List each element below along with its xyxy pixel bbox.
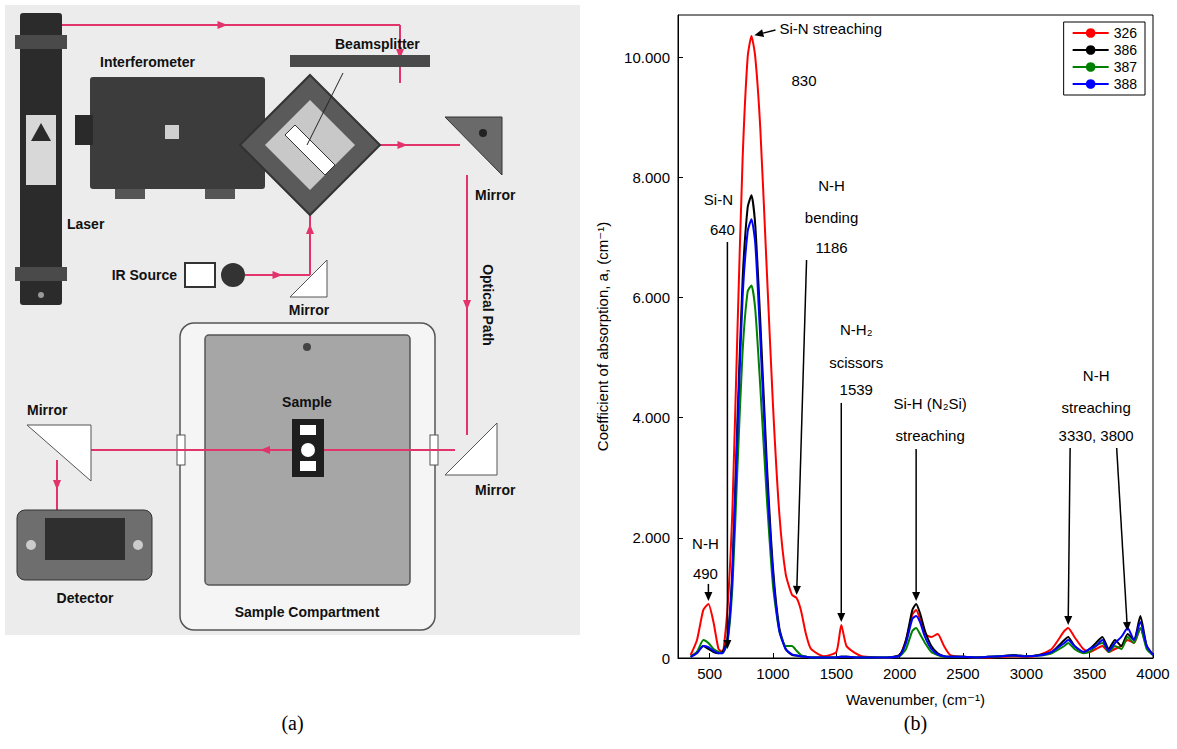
svg-text:387: 387 [1114, 59, 1138, 75]
svg-text:Coefficient of absorption, a,: Coefficient of absorption, a, (cm⁻¹) [594, 222, 611, 451]
svg-text:2000: 2000 [883, 665, 916, 682]
svg-text:Detector: Detector [57, 590, 114, 606]
svg-text:0: 0 [662, 650, 670, 667]
svg-text:N-H₂: N-H₂ [840, 321, 873, 338]
svg-text:IR Source: IR Source [112, 267, 178, 283]
svg-text:Laser: Laser [67, 216, 105, 232]
html-text:(b): (b) [903, 712, 928, 734]
svg-text:4.000: 4.000 [632, 409, 670, 426]
svg-text:4000: 4000 [1136, 665, 1169, 682]
svg-text:Sample Compartment: Sample Compartment [235, 604, 380, 620]
svg-text:Mirror: Mirror [27, 402, 68, 418]
svg-text:640: 640 [710, 221, 735, 238]
svg-text:326: 326 [1114, 25, 1138, 41]
svg-text:3500: 3500 [1073, 665, 1106, 682]
svg-text:490: 490 [693, 565, 718, 582]
svg-text:N-H: N-H [1083, 367, 1110, 384]
svg-text:388: 388 [1114, 76, 1138, 92]
svg-text:6.000: 6.000 [632, 289, 670, 306]
svg-text:2500: 2500 [946, 665, 979, 682]
svg-text:Si-H (N₂Si): Si-H (N₂Si) [893, 395, 966, 412]
svg-text:Mirror: Mirror [289, 302, 330, 318]
svg-text:3330, 3800: 3330, 3800 [1059, 427, 1134, 444]
svg-text:2.000: 2.000 [632, 529, 670, 546]
svg-text:Si-N streaching: Si-N streaching [779, 20, 882, 37]
svg-text:scissors: scissors [829, 354, 883, 371]
svg-text:8.000: 8.000 [632, 169, 670, 186]
svg-text:Mirror: Mirror [475, 482, 516, 498]
svg-text:Wavenumber, (cm⁻¹): Wavenumber, (cm⁻¹) [846, 691, 985, 708]
svg-text:386: 386 [1114, 42, 1138, 58]
svg-text:830: 830 [791, 72, 816, 89]
svg-text:1539: 1539 [840, 381, 873, 398]
svg-text:bending: bending [805, 209, 858, 226]
svg-text:500: 500 [697, 665, 722, 682]
svg-text:Beamsplitter: Beamsplitter [335, 36, 420, 52]
svg-text:1500: 1500 [820, 665, 853, 682]
svg-text:Mirror: Mirror [475, 187, 516, 203]
svg-text:Si-N: Si-N [704, 191, 733, 208]
svg-text:N-H: N-H [692, 535, 719, 552]
svg-text:streaching: streaching [1062, 399, 1131, 416]
svg-text:1000: 1000 [756, 665, 789, 682]
svg-text:3000: 3000 [1010, 665, 1043, 682]
svg-text:Sample: Sample [282, 394, 332, 410]
svg-text:N-H: N-H [818, 177, 845, 194]
svg-text:streaching: streaching [896, 427, 965, 444]
svg-text:Optical Path: Optical Path [480, 264, 496, 346]
svg-text:Interferometer: Interferometer [100, 54, 195, 70]
svg-text:10.000: 10.000 [624, 49, 670, 66]
html-text:(a): (a) [281, 712, 304, 734]
svg-text:1186: 1186 [815, 239, 847, 256]
